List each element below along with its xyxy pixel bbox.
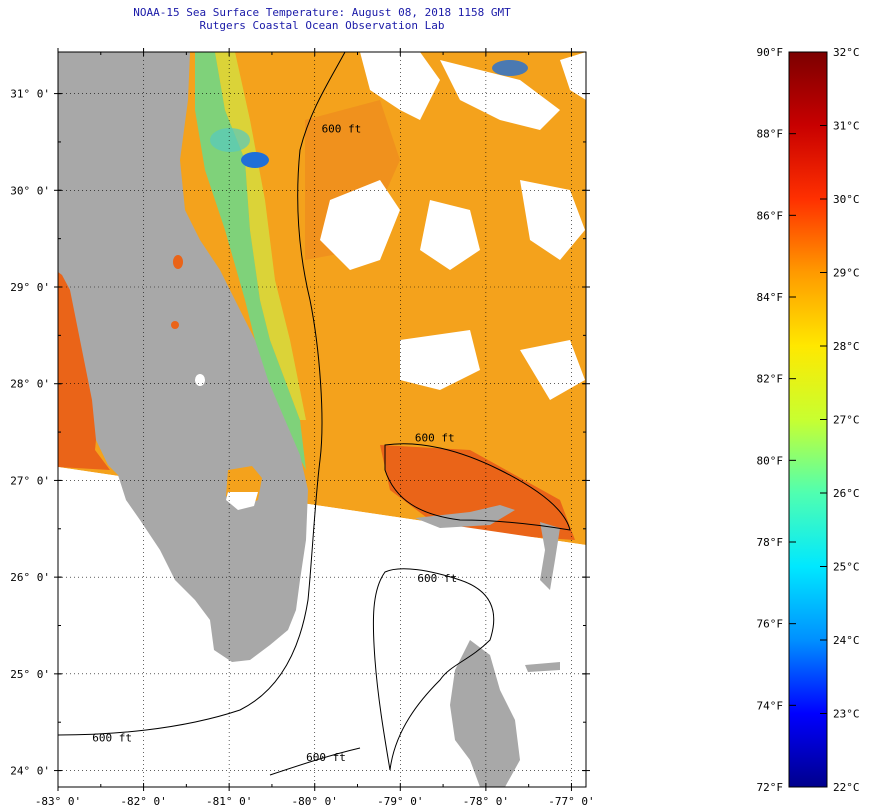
colorbar-c-label: 26°C [833, 487, 860, 500]
isobath-florida-east [58, 52, 346, 736]
colorbar-f-label: 82°F [757, 373, 784, 386]
colorbar-f-label: 76°F [757, 618, 784, 631]
lat-labels: 31° 0' 30° 0' 29° 0' 28° 0' 27° 0' 26° 0' 25° … [10, 88, 50, 778]
sst-coastal-yellow [215, 52, 306, 420]
lon-label: -83° 0' [35, 795, 81, 808]
sst-cool-patch [210, 128, 250, 152]
lat-label: 31° 0' [10, 88, 50, 101]
sst-bahamas-warm [380, 445, 575, 540]
colorbar-f-labels: 90°F 88°F 86°F 84°F 82°F 80°F 78°F 76°F 74°F 72°F [757, 46, 784, 794]
colorbar-c-label: 31°C [833, 120, 860, 133]
lon-labels: -83° 0' -82° 0' -81° 0' -80° 0' -79° 0' -78° … [35, 795, 595, 808]
colorbar-c-label: 25°C [833, 561, 860, 574]
axis-ticks [54, 48, 590, 791]
grand-bahama [415, 505, 515, 528]
inland-lake-2 [171, 321, 179, 329]
lon-label: -80° 0' [292, 795, 338, 808]
colorbar-f-label: 86°F [757, 209, 784, 222]
isobath-label: 600 ft [417, 572, 457, 585]
lat-label: 24° 0' [10, 765, 50, 778]
colorbar-f-label: 72°F [757, 781, 784, 794]
lon-label: -81° 0' [206, 795, 252, 808]
colorbar-f-label: 74°F [757, 699, 784, 712]
map-title: NOAA-15 Sea Surface Temperature: August … [133, 6, 511, 19]
lon-label: -77° 0' [548, 795, 594, 808]
lake-okeechobee-cloud [226, 492, 258, 510]
colorbar-f-label: 78°F [757, 536, 784, 549]
lat-label: 27° 0' [10, 474, 50, 487]
colorbar-c-label: 32°C [833, 46, 860, 59]
lat-label: 29° 0' [10, 281, 50, 294]
map-subtitle: Rutgers Coastal Ocean Observation Lab [199, 19, 445, 32]
andros [450, 640, 520, 787]
lat-label: 30° 0' [10, 184, 50, 197]
cloud-mask [320, 52, 586, 400]
colorbar-c-label: 29°C [833, 267, 860, 280]
sst-coastal-cool [195, 52, 306, 470]
map-frame [57, 51, 587, 788]
lat-label: 25° 0' [10, 668, 50, 681]
colorbar-c-labels: 32°C 31°C 30°C 29°C 28°C 27°C 26°C 25°C 24°C 23°C… [833, 46, 860, 794]
lat-label: 26° 0' [10, 571, 50, 584]
inland-lake-3 [195, 374, 205, 386]
florida-land [58, 52, 308, 662]
isobath-labels: 600 ft 600 ft 600 ft 600 ft 600 ft [92, 122, 457, 764]
sst-cold-patch [241, 152, 269, 168]
colorbar-c-label: 23°C [833, 708, 860, 721]
colorbar: 90°F 88°F 86°F 84°F 82°F 80°F 78°F 76°F 74°F 72°F… [757, 46, 860, 794]
isobath-little-bahama [384, 443, 571, 531]
lat-label: 28° 0' [10, 378, 50, 391]
colorbar-c-label: 24°C [833, 634, 860, 647]
isobath-label: 600 ft [415, 432, 455, 445]
lon-label: -78° 0' [463, 795, 509, 808]
sst-cold-patch-2 [492, 60, 528, 76]
colorbar-c-label: 30°C [833, 193, 860, 206]
new-providence [525, 662, 560, 672]
colorbar-c-label: 28°C [833, 340, 860, 353]
isobath-label: 600 ft [322, 122, 362, 135]
colorbar-f-label: 88°F [757, 128, 784, 141]
lon-label: -82° 0' [120, 795, 166, 808]
lon-label: -79° 0' [377, 795, 423, 808]
colorbar-ticks [789, 51, 827, 788]
colorbar-f-label: 80°F [757, 454, 784, 467]
isobath-label: 600 ft [92, 732, 132, 745]
isobath-label: 600 ft [306, 751, 346, 764]
colorbar-f-label: 84°F [757, 291, 784, 304]
isobath-great-bahama [372, 568, 495, 771]
colorbar-c-label: 22°C [833, 781, 860, 794]
colorbar-c-label: 27°C [833, 414, 860, 427]
colorbar-f-label: 90°F [757, 46, 784, 59]
inland-lake [173, 255, 183, 269]
abaco [540, 522, 560, 590]
map-area [58, 52, 586, 787]
